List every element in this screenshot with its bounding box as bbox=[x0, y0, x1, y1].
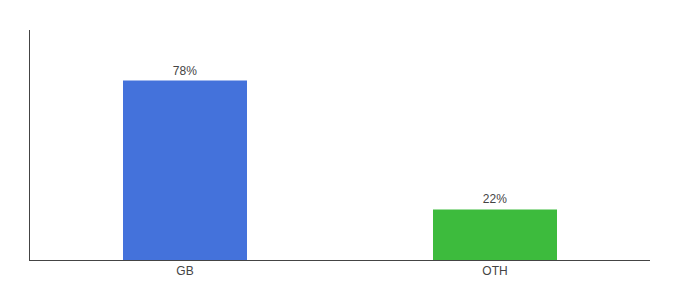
svg-text:OTH: OTH bbox=[482, 264, 507, 278]
svg-text:78%: 78% bbox=[173, 64, 197, 78]
svg-text:GB: GB bbox=[176, 264, 193, 278]
svg-text:22%: 22% bbox=[483, 192, 507, 206]
